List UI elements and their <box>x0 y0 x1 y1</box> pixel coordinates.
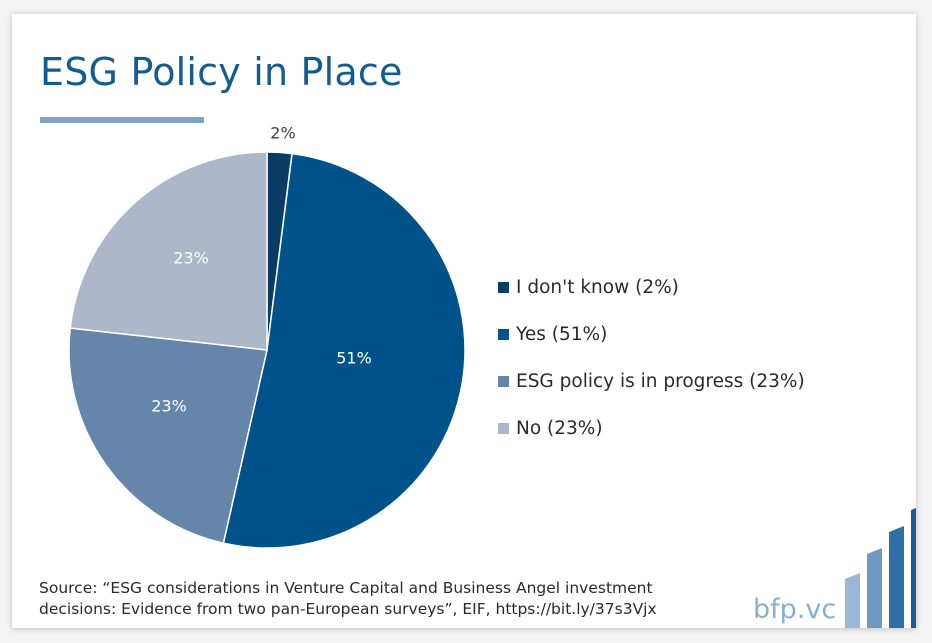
page-title: ESG Policy in Place <box>40 50 403 94</box>
brand-logo-text: bfp.vc <box>753 594 837 625</box>
pie-slice-3 <box>69 151 268 351</box>
brand-bars-graphic <box>845 508 916 628</box>
legend-swatch-1 <box>498 329 509 340</box>
legend-item-1: Yes (51%) <box>498 311 805 358</box>
legend-item-2: ESG policy is in progress (23%) <box>498 358 805 405</box>
source-line-1: Source: “ESG considerations in Venture C… <box>39 579 653 597</box>
pie-chart: 2% 51% 23% 23% <box>68 124 466 549</box>
legend-label-2: ESG policy is in progress (23%) <box>516 371 805 392</box>
title-underline <box>40 117 204 123</box>
legend-swatch-2 <box>498 376 509 387</box>
brand-bar-3 <box>911 508 916 628</box>
slide-card: ESG Policy in Place 2% 51% 23% 23% I don't … <box>12 14 916 628</box>
data-label-2: 23% <box>151 397 187 416</box>
legend-label-1: Yes (51%) <box>516 324 608 345</box>
legend-label-3: No (23%) <box>516 418 603 439</box>
legend-item-0: I don't know (2%) <box>498 264 805 311</box>
pie-slice-2 <box>68 327 268 545</box>
brand-bar-2 <box>889 526 904 628</box>
data-label-3: 23% <box>173 249 209 268</box>
legend-item-3: No (23%) <box>498 405 805 452</box>
legend-swatch-0 <box>498 282 509 293</box>
data-label-1: 51% <box>336 349 372 368</box>
chart-legend: I don't know (2%) Yes (51%) ESG policy is … <box>498 264 805 452</box>
source-note: Source: “ESG considerations in Venture C… <box>39 578 739 620</box>
pie-slice-1 <box>222 152 466 549</box>
brand-bar-1 <box>867 548 882 628</box>
data-label-0: 2% <box>270 124 295 143</box>
legend-swatch-3 <box>498 423 509 434</box>
brand-bar-0 <box>845 573 860 628</box>
source-line-2: decisions: Evidence from two pan-Europea… <box>39 600 657 618</box>
legend-label-0: I don't know (2%) <box>516 277 679 298</box>
